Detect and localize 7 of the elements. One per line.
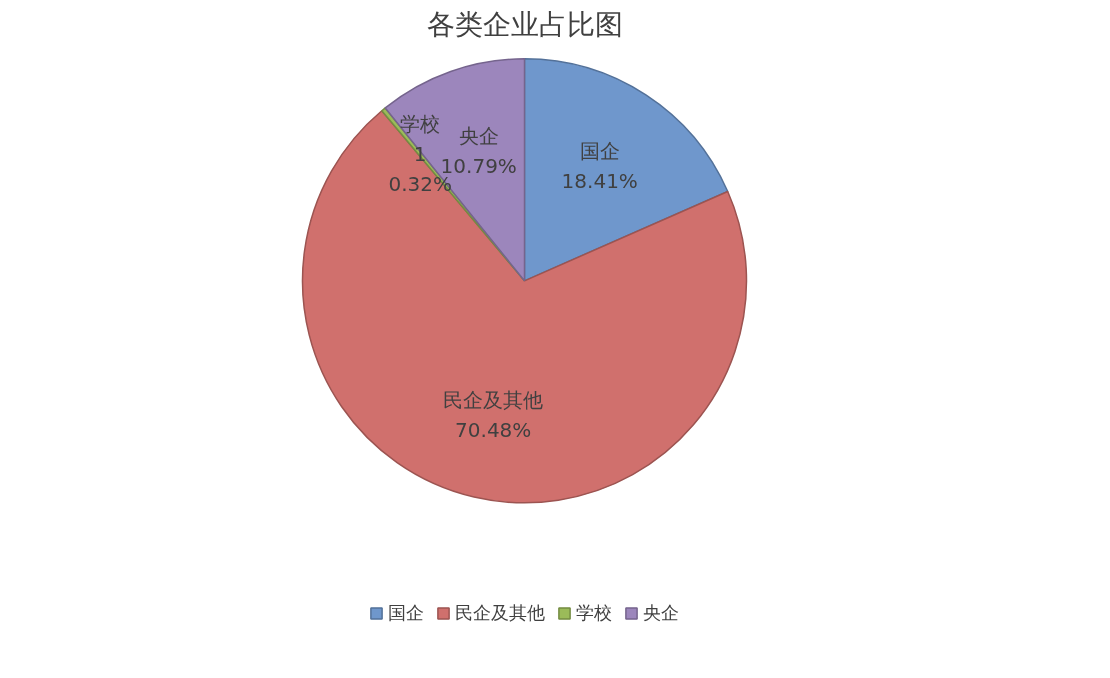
chart-title: 各类企业占比图 [426,7,623,41]
legend-label: 民企及其他 [455,601,545,625]
legend-label: 央企 [643,601,679,625]
legend-label: 学校 [576,601,612,625]
data-label: 民企及其他 70.48% [443,387,544,442]
data-label: 国企 18.41% [561,138,638,193]
legend-label: 国企 [388,601,424,625]
